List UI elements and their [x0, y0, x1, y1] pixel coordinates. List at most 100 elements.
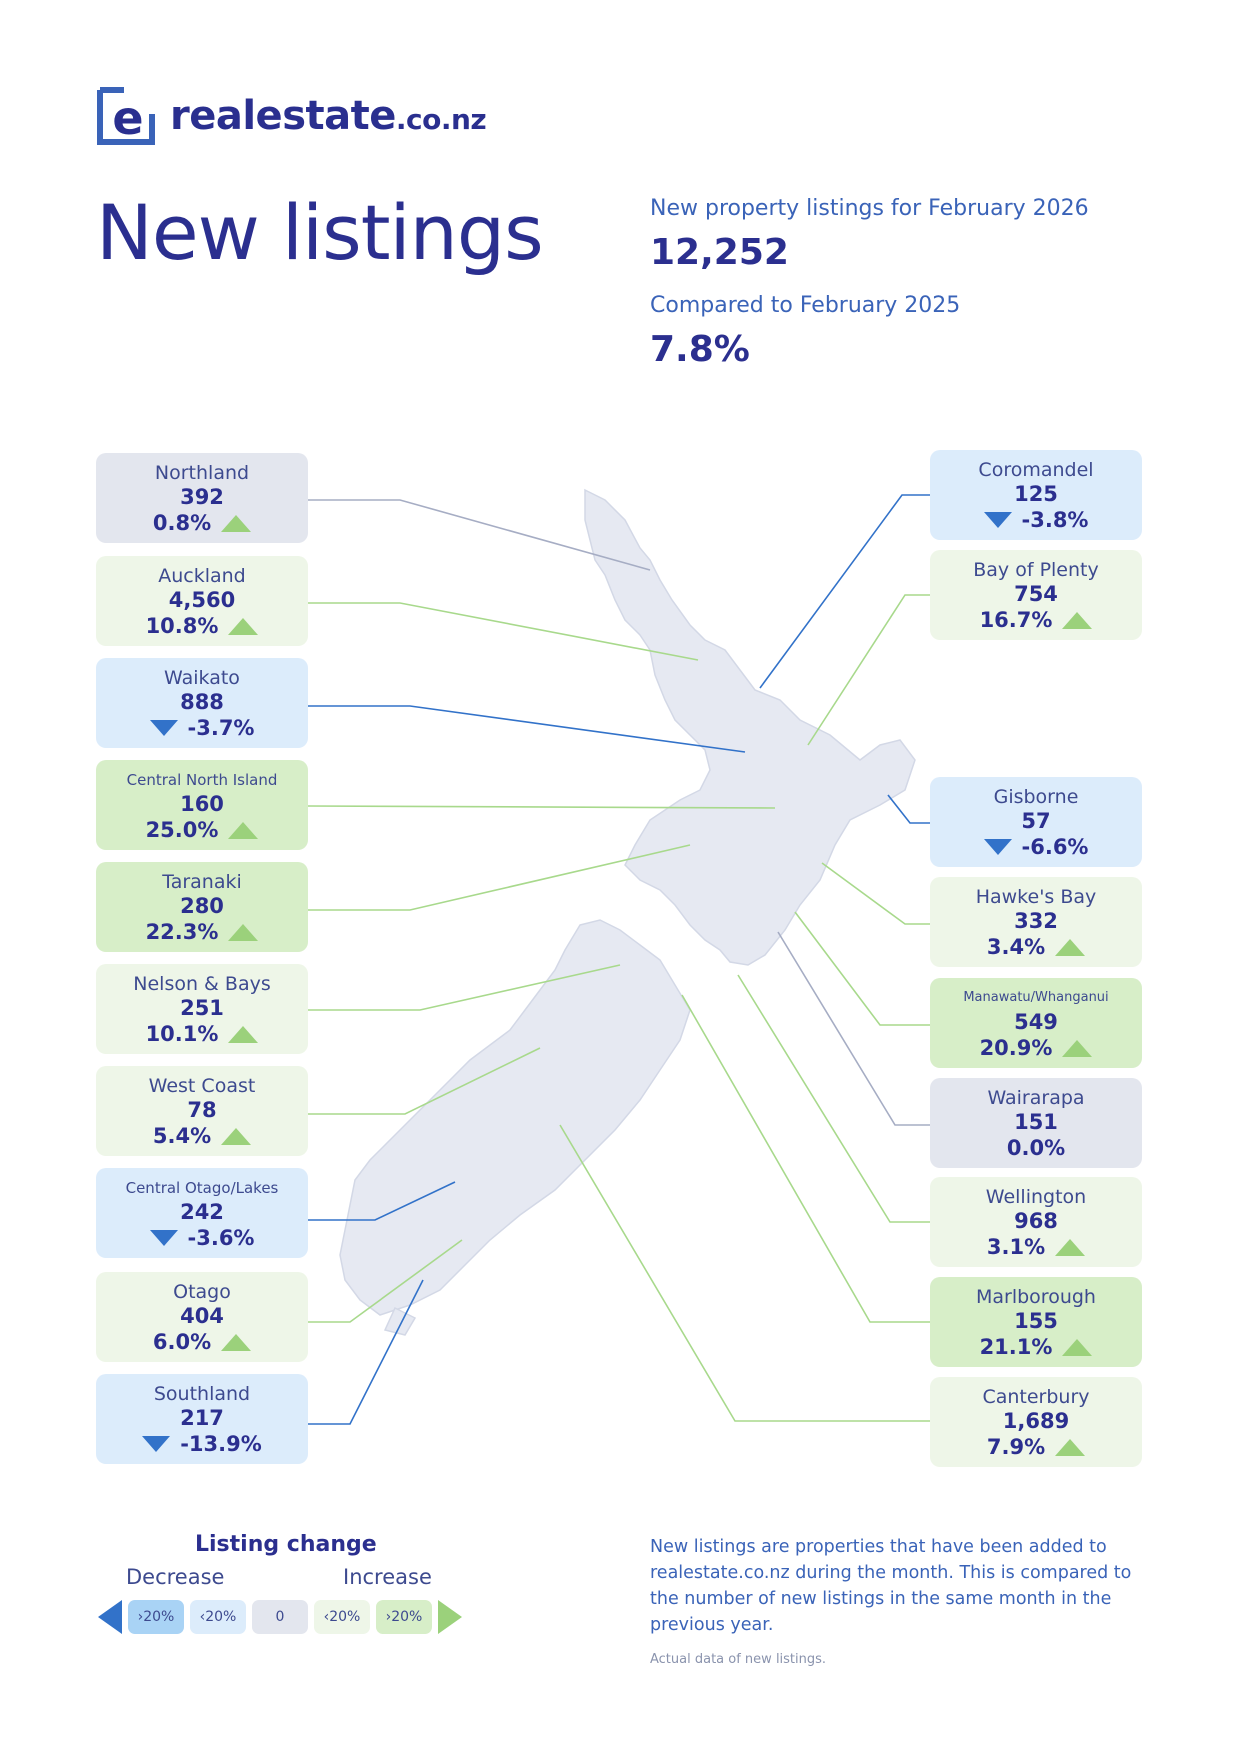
explanatory-note: New listings are properties that have be… [650, 1537, 1132, 1635]
region-count: 968 [1014, 1209, 1058, 1233]
region-change-row: 6.0% [96, 1329, 308, 1355]
logo-letter: e [112, 91, 143, 145]
region-count: 392 [180, 485, 224, 509]
region-count: 160 [180, 792, 224, 816]
up-arrow-icon [228, 1025, 259, 1043]
legend-scale: ›20% ‹20% 0 ‹20% ›20% [98, 1598, 462, 1636]
region-card-northland: Northland 392 0.8% [96, 453, 308, 543]
region-name: Central North Island [126, 771, 278, 789]
region-name: Coromandel [978, 459, 1094, 481]
brand-tld: .co.nz [395, 103, 487, 136]
region-count: 1,689 [1002, 1409, 1070, 1433]
region-count: 78 [187, 1098, 217, 1122]
region-change: 6.0% [152, 1330, 212, 1354]
leader-manawatu-whanganui [794, 911, 930, 1026]
logo-mark-icon: e [94, 84, 158, 148]
up-arrow-icon [1055, 1438, 1086, 1456]
down-arrow-icon [983, 839, 1012, 855]
region-name: Central Otago/Lakes [125, 1179, 279, 1197]
region-change: 0.0% [1006, 1136, 1066, 1160]
region-change: 0.8% [152, 511, 212, 535]
region-card-taranaki: Taranaki 280 22.3% [96, 862, 308, 952]
region-card-wellington: Wellington 968 3.1% [930, 1177, 1142, 1267]
region-change-row: 7.9% [930, 1434, 1142, 1460]
region-name: Bay of Plenty [973, 559, 1099, 581]
region-card-bay-of-plenty: Bay of Plenty 754 16.7% [930, 550, 1142, 640]
leader-northland [308, 499, 651, 571]
region-count: 242 [180, 1200, 224, 1224]
region-count: 280 [180, 894, 224, 918]
legend-chip-strong-increase: ›20% [376, 1600, 432, 1634]
region-name: Northland [154, 462, 250, 484]
region-name: Southland [153, 1383, 251, 1405]
region-count: 151 [1014, 1110, 1058, 1134]
region-change: 10.8% [145, 614, 219, 638]
region-change: 3.1% [986, 1235, 1046, 1259]
up-arrow-icon [1055, 938, 1086, 956]
north-island-shape [584, 488, 916, 966]
region-change: 20.9% [979, 1036, 1053, 1060]
legend-chip-strong-decrease: ›20% [128, 1600, 184, 1634]
region-card-canterbury: Canterbury 1,689 7.9% [930, 1377, 1142, 1467]
legend-decrease-label: Decrease [126, 1565, 225, 1589]
up-arrow-icon [1062, 1338, 1093, 1356]
region-change-row: 20.9% [930, 1035, 1142, 1061]
region-change-row: 0.8% [96, 510, 308, 536]
leader-southland [308, 1279, 424, 1425]
region-change: -3.6% [187, 1226, 255, 1250]
leader-waikato [308, 705, 746, 753]
region-name: Wellington [985, 1186, 1087, 1208]
up-arrow-icon [228, 821, 259, 839]
region-change: 25.0% [145, 818, 219, 842]
region-count: 4,560 [168, 588, 236, 612]
region-card-wairarapa: Wairarapa 151 0.0% [930, 1078, 1142, 1168]
leader-canterbury [559, 1124, 930, 1422]
footnote: Actual data of new listings. [650, 1652, 827, 1667]
region-change: 3.4% [986, 935, 1046, 959]
up-arrow-icon [228, 923, 259, 941]
legend-chip-decrease: ‹20% [190, 1600, 246, 1634]
region-card-auckland: Auckland 4,560 10.8% [96, 556, 308, 646]
region-change-row: 0.0% [930, 1135, 1142, 1161]
region-count: 549 [1014, 1010, 1058, 1034]
region-change-row: 10.1% [96, 1021, 308, 1047]
region-change: 7.9% [986, 1435, 1046, 1459]
legend-title: Listing change [195, 1532, 377, 1557]
region-card-coromandel: Coromandel 125 -3.8% [930, 450, 1142, 540]
increase-arrow-icon [438, 1600, 462, 1634]
region-change: -13.9% [180, 1432, 262, 1456]
region-card-southland: Southland 217 -13.9% [96, 1374, 308, 1464]
leader-marlborough [681, 994, 930, 1323]
region-change: 21.1% [979, 1335, 1053, 1359]
legend-increase-label: Increase [343, 1565, 432, 1589]
listings-label: New property listings for February 2026 [650, 196, 1089, 221]
region-change-row: 21.1% [930, 1334, 1142, 1360]
region-card-otago: Otago 404 6.0% [96, 1272, 308, 1362]
region-change: -3.8% [1021, 508, 1089, 532]
compare-label: Compared to February 2025 [650, 293, 961, 318]
region-name: Marlborough [976, 1286, 1096, 1308]
brand-name: realestate.co.nz [170, 93, 487, 139]
region-change: -3.7% [187, 716, 255, 740]
region-count: 57 [1021, 809, 1051, 833]
leader-bay-of-plenty [807, 594, 930, 746]
region-name: Hawke's Bay [975, 886, 1097, 908]
legend-chip-increase: ‹20% [314, 1600, 370, 1634]
region-change-row: -3.7% [96, 715, 308, 741]
region-card-gisborne: Gisborne 57 -6.6% [930, 777, 1142, 867]
down-arrow-icon [149, 720, 178, 736]
south-island-shape [339, 919, 691, 1336]
region-card-nelson-bays: Nelson & Bays 251 10.1% [96, 964, 308, 1054]
region-change: 16.7% [979, 608, 1053, 632]
page-title: New listings [96, 188, 544, 277]
up-arrow-icon [1062, 611, 1093, 629]
brand-logo: e realestate.co.nz [94, 84, 487, 148]
region-card-hawkes-bay: Hawke's Bay 332 3.4% [930, 877, 1142, 967]
region-name: Otago [173, 1281, 231, 1303]
region-change: -6.6% [1021, 835, 1089, 859]
leader-gisborne [887, 794, 930, 824]
region-name: Wairarapa [987, 1087, 1085, 1109]
region-change-row: 5.4% [96, 1123, 308, 1149]
region-change-row: 22.3% [96, 919, 308, 945]
region-name: Canterbury [982, 1386, 1090, 1408]
